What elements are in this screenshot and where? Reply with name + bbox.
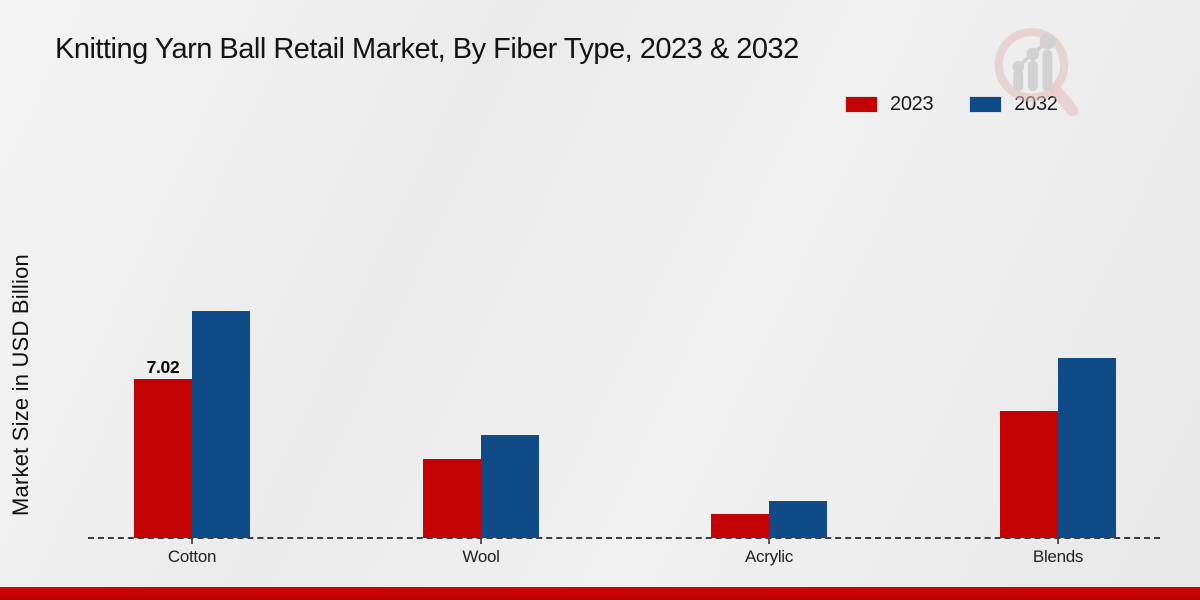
- bar-blends-2023[interactable]: [1000, 411, 1058, 538]
- legend-swatch-2032-icon: [969, 96, 1003, 113]
- bar-cotton-2023[interactable]: [134, 379, 192, 538]
- category-label-cotton: Cotton: [167, 547, 217, 566]
- bar-blends-2032[interactable]: [1058, 358, 1116, 538]
- bar-wool-2023[interactable]: [423, 459, 481, 538]
- legend-label-2023: 2023: [890, 93, 934, 115]
- x-axis-tick: [191, 539, 193, 544]
- legend-swatch-2023-icon: [845, 96, 878, 113]
- x-axis-tick: [1057, 539, 1059, 544]
- category-label-acrylic: Acrylic: [745, 547, 793, 566]
- x-axis-tick: [768, 539, 770, 544]
- legend-item-2023[interactable]: 2023: [845, 93, 934, 116]
- x-axis-baseline: [88, 537, 1160, 539]
- x-axis-tick: [480, 539, 482, 544]
- category-label-blends: Blends: [1032, 547, 1084, 566]
- bar-cotton-2032[interactable]: [192, 311, 250, 538]
- bar-acrylic-2032[interactable]: [769, 501, 827, 538]
- bar-wool-2032[interactable]: [481, 435, 539, 538]
- category-label-wool: Wool: [462, 547, 500, 566]
- bar-value-label: 7.02: [146, 357, 180, 377]
- market-research-future-logo-icon: [994, 28, 1079, 117]
- bar-acrylic-2023[interactable]: [711, 514, 769, 538]
- bottom-accent-bar: [0, 587, 1200, 600]
- chart-title: Knitting Yarn Ball Retail Market, By Fib…: [55, 33, 799, 65]
